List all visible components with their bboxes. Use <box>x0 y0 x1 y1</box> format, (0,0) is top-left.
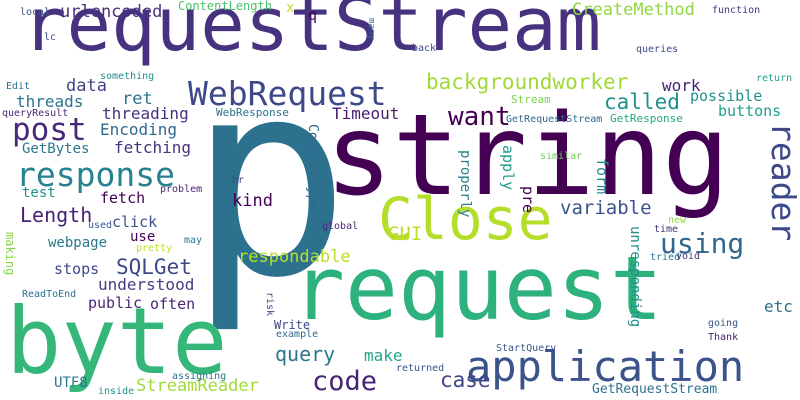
word-assigning: assigning <box>172 371 227 382</box>
word-startquery: StartQuery <box>496 343 557 354</box>
word-post: post <box>12 112 87 148</box>
word-time: time <box>654 224 679 235</box>
word-pre: pre <box>519 186 537 214</box>
word-threading: threading <box>102 104 189 123</box>
word-want: want <box>448 102 511 132</box>
word-createmethod: CreateMethod <box>572 0 695 20</box>
word-queryresult: queryResult <box>2 108 69 119</box>
word-streamreader: StreamReader <box>136 376 259 396</box>
word-buttons: buttons <box>718 102 782 120</box>
word-risk: risk <box>264 292 275 317</box>
word-returned: returned <box>396 363 445 374</box>
word-kind: kind <box>232 191 273 211</box>
word-often: often <box>150 295 196 313</box>
word-using: using <box>660 227 745 260</box>
word-case: case <box>440 368 491 392</box>
word-tried: tried <box>650 252 681 263</box>
word-contenttype: ContentType <box>305 124 320 211</box>
word-similar: similar <box>540 151 583 162</box>
word-sqlget: SQLGet <box>116 255 192 279</box>
word-encoding: Encoding <box>100 120 178 139</box>
word-byte: byte <box>6 288 228 395</box>
word-work: work <box>662 76 701 95</box>
word-etc: etc <box>764 297 793 316</box>
word-response: response <box>16 155 175 194</box>
word-getrequeststream-small: GetRequestStream <box>506 114 603 125</box>
word-fetching: fetching <box>114 138 192 157</box>
word-q: q <box>308 6 318 24</box>
word-respondable: respondable <box>238 247 351 267</box>
word-code: code <box>312 366 378 397</box>
word-called: called <box>604 90 680 114</box>
word-x: x <box>286 0 295 16</box>
word-lc: lc <box>44 32 57 43</box>
word-global: global <box>322 221 359 232</box>
word-making: making <box>3 232 17 276</box>
word-webpage: webpage <box>48 235 108 251</box>
word-webresponse: WebResponse <box>216 106 289 119</box>
word-stream: Stream <box>511 93 551 106</box>
word-form: form <box>593 158 611 195</box>
word-understood: understood <box>98 275 195 294</box>
word-ret: ret <box>122 89 153 109</box>
word-click: click <box>112 213 158 231</box>
word-backgroundworker: backgroundworker <box>426 70 629 94</box>
word-requeststream: requestStream <box>22 0 602 68</box>
word-something: something <box>100 71 155 82</box>
word-problem: problem <box>160 184 203 195</box>
word-fetch: fetch <box>100 189 146 207</box>
word-reader: reader <box>764 122 800 242</box>
word-void: void <box>676 251 701 262</box>
word-edit: Edit <box>6 81 31 92</box>
word-hr: hr <box>232 175 245 186</box>
word-request: request <box>292 237 663 340</box>
word-contentlength: ContentLength <box>178 0 272 13</box>
word-webrequest: WebRequest <box>188 74 387 113</box>
word-properly: properly <box>457 150 473 218</box>
word-public: public <box>88 294 143 312</box>
word-many: many <box>366 18 376 40</box>
word-timeout: Timeout <box>332 104 400 123</box>
word-query: query <box>275 342 336 366</box>
word-new: new <box>668 215 687 226</box>
word-inside: inside <box>98 386 135 397</box>
word-write: Write <box>274 318 311 332</box>
word-getrequeststream-bottom: GetRequestStream <box>592 382 718 397</box>
word-close: Close <box>378 185 553 253</box>
word-apply: apply <box>499 145 517 191</box>
word-make: make <box>364 346 403 365</box>
word-use: use <box>130 229 156 245</box>
word-pretty: pretty <box>136 243 173 254</box>
word-string: string <box>325 91 730 221</box>
word-p: p <box>188 22 351 337</box>
word-getresponse: GetResponse <box>610 112 683 125</box>
word-readtoend: ReadToEnd <box>22 289 77 300</box>
word-thank: Thank <box>708 332 739 343</box>
word-unresponding: unresponding <box>627 226 643 328</box>
word-may: may <box>184 235 203 246</box>
word-data: data <box>66 76 107 96</box>
word-example: example <box>276 329 319 340</box>
word-possible: possible <box>690 87 763 105</box>
word-back: back <box>412 43 437 54</box>
word-local: local <box>20 7 51 18</box>
word-utf8: UTF8 <box>54 375 88 391</box>
word-length: Length <box>20 203 93 227</box>
word-function: function <box>712 5 761 16</box>
word-return: return <box>756 73 793 84</box>
word-threads: threads <box>16 92 84 111</box>
word-stops: stops <box>54 260 100 278</box>
word-going: going <box>708 318 739 329</box>
word-application: application <box>466 342 745 391</box>
word-used: used <box>88 220 113 231</box>
word-test: test <box>22 185 56 201</box>
word-urlencoded: urlencoded <box>60 2 163 22</box>
word-variable: variable <box>560 197 652 219</box>
word-queries: queries <box>636 44 679 55</box>
word-getbytes: GetBytes <box>22 141 90 157</box>
word-gui: GUI <box>388 223 423 245</box>
